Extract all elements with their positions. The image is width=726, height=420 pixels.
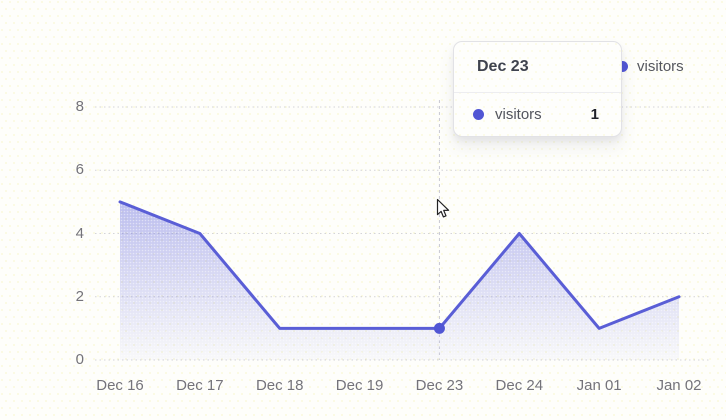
x-tick-label-dec-24: Dec 24 xyxy=(495,377,544,394)
y-tick-label-8: 8 xyxy=(75,98,84,115)
series-area-texture-visitors xyxy=(120,201,679,360)
x-tick-label-dec-19: Dec 19 xyxy=(335,377,384,394)
tooltip-series-label: visitors xyxy=(495,106,542,123)
series-line-visitors xyxy=(118,200,681,330)
y-tick-label-2: 2 xyxy=(75,287,84,305)
active-data-point[interactable] xyxy=(433,322,445,334)
tooltip-series-value: 1 xyxy=(590,106,599,123)
x-tick-label-jan-01: Jan 01 xyxy=(576,377,622,394)
x-tick-label-dec-17: Dec 17 xyxy=(176,377,224,394)
mouse-cursor-icon xyxy=(436,198,450,218)
legend-label: visitors xyxy=(637,58,684,75)
tooltip: Dec 23 visitors 1 xyxy=(453,41,622,137)
tooltip-row: visitors 1 xyxy=(454,93,621,136)
y-tick-label-4: 4 xyxy=(75,224,84,242)
y-tick-label-0: 0 xyxy=(75,351,84,368)
x-tick-label-jan-02: Jan 02 xyxy=(656,377,702,394)
tooltip-series-dot-icon xyxy=(473,109,484,120)
x-tick-label-dec-23: Dec 23 xyxy=(415,377,464,394)
x-tick-label-dec-18: Dec 18 xyxy=(255,377,304,394)
x-tick-label-dec-16: Dec 16 xyxy=(96,377,144,394)
y-tick-label-6: 6 xyxy=(75,161,84,179)
legend-item-visitors[interactable]: visitors xyxy=(617,58,684,75)
legend-dot-icon xyxy=(617,61,628,72)
tooltip-title: Dec 23 xyxy=(454,42,621,93)
